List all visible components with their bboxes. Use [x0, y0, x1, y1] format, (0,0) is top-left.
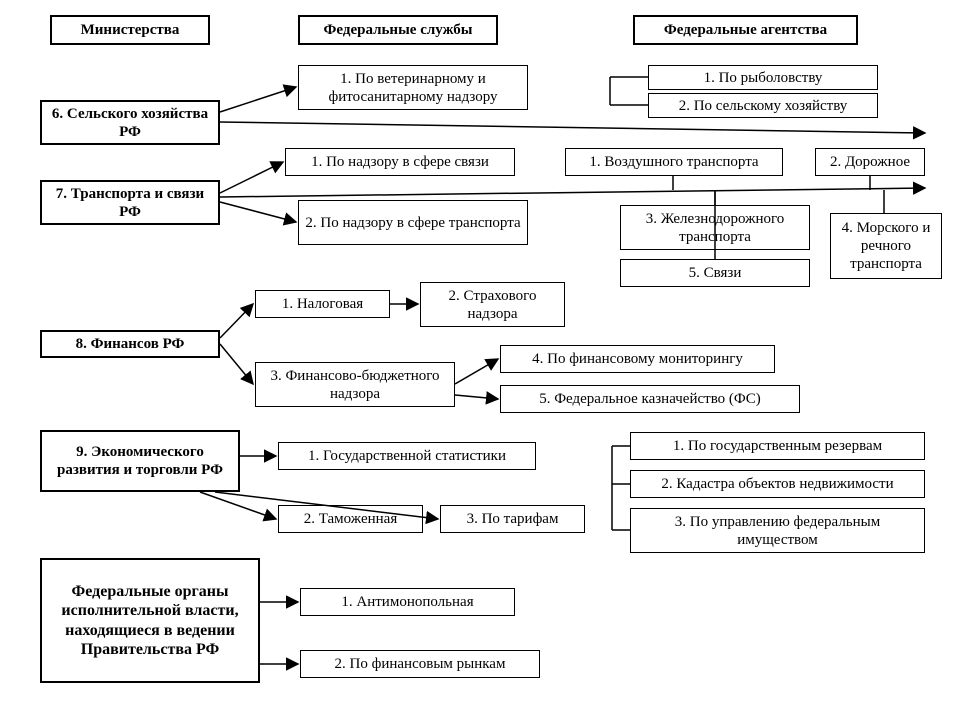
service-m9-2: 2. Таможенная [278, 505, 423, 533]
service-m8-2: 2. Страхового надзора [420, 282, 565, 327]
agency-m9-3: 3. По управлению федеральным имуществом [630, 508, 925, 553]
ministry-7: 7. Транспорта и связи РФ [40, 180, 220, 225]
agency-m7-3: 3. Железнодорожного транспорта [620, 205, 810, 250]
agency-m7-2: 2. Дорожное [815, 148, 925, 176]
service-m9-3: 3. По тарифам [440, 505, 585, 533]
service-m7-1: 1. По надзору в сфере связи [285, 148, 515, 176]
header-ministries: Министерства [50, 15, 210, 45]
agency-m6-2: 2. По сельскому хозяйству [648, 93, 878, 118]
header-services: Федеральные службы [298, 15, 498, 45]
service-m8-1: 1. Налоговая [255, 290, 390, 318]
agency-m7-5: 5. Связи [620, 259, 810, 287]
agency-m7-1: 1. Воздушного транспорта [565, 148, 783, 176]
service-m7-2: 2. По надзору в сфере транспорта [298, 200, 528, 245]
service-m8-3: 3. Финансово-бюджетного надзора [255, 362, 455, 407]
ministry-gov: Федеральные органы исполнительной власти… [40, 558, 260, 683]
agency-m6-1: 1. По рыболовству [648, 65, 878, 90]
service-gov-2: 2. По финансовым рынкам [300, 650, 540, 678]
service-gov-1: 1. Антимонопольная [300, 588, 515, 616]
ministry-9: 9. Экономического развития и торговли РФ [40, 430, 240, 492]
agency-m9-1: 1. По государственным резервам [630, 432, 925, 460]
ministry-8: 8. Финансов РФ [40, 330, 220, 358]
service-m9-1: 1. Государственной статистики [278, 442, 536, 470]
ministry-6: 6. Сельского хозяйства РФ [40, 100, 220, 145]
service-m6-1: 1. По ветеринарному и фитосанитарному на… [298, 65, 528, 110]
agency-m9-2: 2. Кадастра объектов недвижимости [630, 470, 925, 498]
agency-m7-4: 4. Морского и речного транспорта [830, 213, 942, 279]
diagram-canvas: Министерства Федеральные службы Федераль… [0, 0, 960, 720]
service-m8-5: 5. Федеральное казначейство (ФС) [500, 385, 800, 413]
header-agencies: Федеральные агентства [633, 15, 858, 45]
service-m8-4: 4. По финансовому мониторингу [500, 345, 775, 373]
